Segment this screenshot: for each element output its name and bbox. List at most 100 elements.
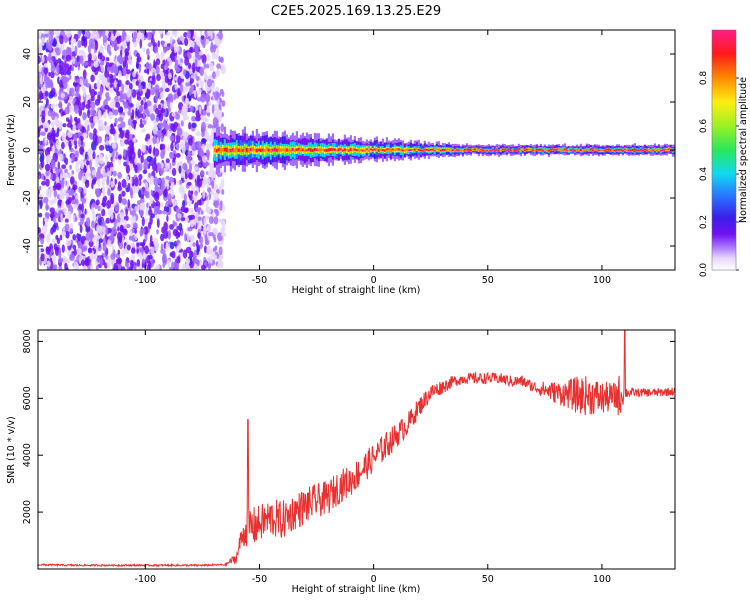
spectrogram-cell (221, 111, 224, 118)
spectrogram-cell (395, 148, 398, 151)
spectrogram-cell (106, 200, 112, 209)
spectrogram-cell (74, 216, 78, 222)
spectrogram-cell (170, 142, 174, 152)
spectrogram-cell (219, 148, 222, 153)
spectrogram-cell (509, 149, 512, 152)
spectrogram-cell (76, 160, 81, 166)
spectrogram-cell (49, 207, 55, 214)
spectrogram-cell (94, 30, 100, 41)
snr-panel: -100 -50 0 50 100 2000 4000 6000 8000 Height of… (6, 329, 676, 595)
spectrogram-cell (156, 162, 162, 172)
spectrogram-cell (397, 148, 400, 151)
spectrogram-cell (485, 149, 488, 152)
spectrogram-cell (144, 31, 148, 38)
spectrogram-cell (136, 56, 142, 63)
spectrogram-cell (136, 90, 141, 99)
spectrogram-cell (107, 227, 112, 234)
spectrogram-cell (59, 172, 63, 181)
spectrogram-cell (399, 148, 402, 152)
spectrogram-cell (195, 131, 201, 137)
spectrogram-cell (84, 208, 87, 215)
spectrogram-cell (81, 36, 86, 41)
spectrogram-cell (45, 97, 49, 107)
spectrogram-cell (142, 110, 146, 119)
spectrogram-cell (387, 148, 390, 151)
spectrogram-cell (178, 242, 182, 251)
spectrogram-cell (95, 264, 99, 270)
spectrogram-cell (45, 202, 49, 212)
spectrogram-cell (585, 148, 588, 151)
spectrogram-cell (100, 86, 103, 96)
spectrogram-cell (46, 154, 52, 164)
spectrogram-cell (157, 178, 161, 185)
spectrogram-cell (423, 148, 426, 151)
spectrogram-cell (635, 149, 638, 152)
spectrogram-cell (80, 255, 87, 261)
spectrogram-cell (601, 149, 604, 152)
spectrogram-cell (627, 149, 630, 152)
spectrogram-cell (419, 149, 422, 152)
spectrogram-cell (595, 148, 598, 151)
spectrogram-cell (471, 148, 474, 151)
spectrogram-cell (118, 235, 123, 243)
spectrogram-cell (122, 148, 127, 158)
spectrogram-cell (669, 148, 672, 151)
spectrogram-cell (49, 212, 55, 219)
spectrogram-cell (54, 213, 60, 219)
spectrogram-cell (104, 172, 107, 182)
spectrogram-cell (91, 181, 94, 190)
spectrogram-cell (148, 260, 152, 269)
spectrogram-cell (118, 193, 122, 204)
spectrogram-cell (149, 105, 154, 111)
spectrogram-cell (103, 111, 107, 119)
spectrogram-cell (160, 233, 165, 242)
spectrogram-y-tick-label: 0 (22, 147, 33, 153)
spectrogram-cell (119, 106, 123, 114)
spectrogram-cell (198, 147, 204, 157)
spectrogram-cell (198, 161, 204, 169)
spectrogram-cell (409, 149, 412, 152)
spectrogram-cell (58, 247, 62, 255)
spectrogram-cell (139, 105, 143, 113)
spectrogram-cell (157, 40, 160, 48)
spectrogram-cell (177, 37, 180, 43)
spectrogram-cell (187, 181, 192, 186)
spectrogram-cell (159, 87, 164, 93)
spectrogram-x-axis-label: Height of straight line (km) (292, 285, 421, 296)
spectrogram-cell (62, 255, 67, 265)
spectrogram-cell (190, 190, 194, 195)
spectrogram-cell (189, 207, 194, 214)
spectrogram-cell (142, 47, 146, 53)
spectrogram-cell (176, 225, 180, 230)
spectrogram-cell (184, 149, 189, 156)
spectrogram-cell (505, 149, 508, 152)
spectrogram-cell (132, 137, 137, 143)
spectrogram-cell (441, 149, 444, 152)
spectrogram-cell (140, 227, 146, 234)
snr-x-tick-label: 100 (593, 574, 611, 585)
spectrogram-cell (363, 149, 366, 152)
spectrogram-cell (179, 62, 183, 67)
spectrogram-cell (169, 224, 174, 230)
spectrogram-cell (155, 116, 160, 123)
spectrogram-cell (194, 90, 197, 99)
spectrogram-cell (73, 116, 78, 122)
spectrogram-cell (73, 139, 78, 146)
spectrogram-cell (169, 252, 174, 257)
spectrogram-cell (169, 152, 175, 160)
spectrogram-cell (131, 208, 136, 218)
spectrogram-cell (53, 189, 58, 198)
spectrogram-cell (77, 123, 82, 130)
spectrogram-cell (134, 233, 138, 241)
spectrogram-cell (175, 153, 181, 158)
spectrogram-cell (187, 233, 190, 243)
spectrogram-cell (113, 109, 119, 116)
spectrogram-cell (165, 63, 168, 70)
spectrogram-cell (201, 115, 207, 121)
spectrogram-cell (405, 148, 408, 151)
spectrogram-x-ticks: -100 -50 0 50 100 (135, 30, 611, 286)
spectrogram-cell (55, 103, 60, 108)
spectrogram-cell (59, 99, 62, 109)
spectrogram-cell (156, 229, 159, 235)
spectrogram-cell (110, 127, 116, 135)
